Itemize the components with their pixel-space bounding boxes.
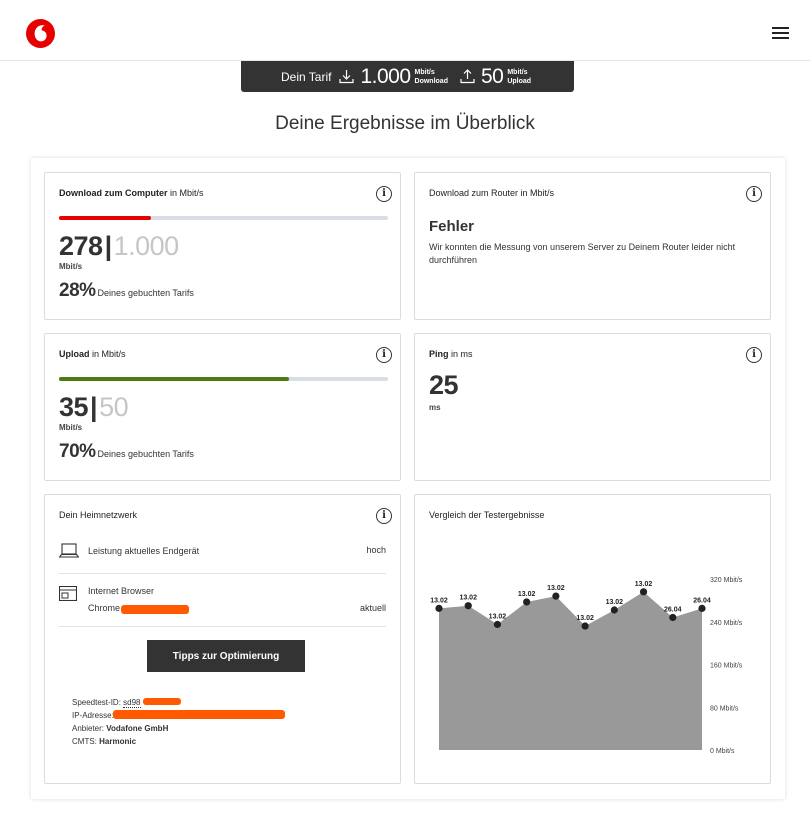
y-tick-label: 0 Mbit/s — [710, 748, 735, 755]
data-label: 13.02 — [518, 591, 536, 598]
optimization-tips-button[interactable]: Tipps zur Optimierung — [147, 640, 305, 672]
tarif-download-value: 1.000 — [360, 64, 411, 88]
data-label: 26.04 — [693, 597, 711, 604]
y-tick-label: 80 Mbit/s — [710, 705, 739, 712]
download-unit: Mbit/s — [59, 262, 83, 271]
browser-row: Internet Browser Chrome aktuell — [59, 584, 386, 616]
divider — [59, 626, 386, 627]
data-label: 13.02 — [576, 615, 594, 622]
y-tick-label: 240 Mbit/s — [710, 620, 743, 627]
redaction-mark — [121, 605, 189, 614]
comparison-chart: 0 Mbit/s 80 Mbit/s 160 Mbit/s 240 Mbit/s 320… — [430, 577, 743, 755]
upload-progress-fill — [59, 377, 290, 381]
info-icon[interactable]: i — [376, 186, 392, 202]
provider: Anbieter: Vodafone GmbH — [72, 724, 169, 733]
data-point — [493, 620, 502, 629]
card-title: Upload in Mbit/s — [59, 349, 126, 359]
tarif-upload-value: 50 — [480, 64, 504, 88]
results-panel: Download zum Computer in Mbit/s i 278|1.… — [31, 158, 785, 799]
data-label: 13.02 — [547, 585, 565, 592]
top-header — [0, 0, 810, 61]
data-point — [464, 602, 472, 610]
browser-label: Internet Browser — [88, 586, 155, 596]
download-progress-fill — [59, 216, 152, 220]
device-label: Leistung aktuelles Endgerät — [88, 546, 200, 556]
divider — [59, 573, 386, 574]
upload-percent: 70% Deines gebuchten Tarifs — [59, 441, 194, 462]
redaction-mark — [113, 710, 285, 719]
data-point — [610, 606, 618, 614]
upload-unit: Mbit/s — [59, 423, 83, 432]
speedtest-id: Speedtest-ID: sd98 — [72, 698, 141, 708]
y-tick-label: 160 Mbit/s — [710, 663, 743, 670]
data-label: 13.02 — [459, 595, 477, 602]
browser-window-icon — [59, 586, 77, 601]
heimnetzwerk-card: Dein Heimnetzwerk i Leistung aktuelles E… — [44, 494, 401, 784]
data-point — [698, 604, 706, 612]
data-point — [639, 588, 648, 596]
card-title: Ping in ms — [429, 349, 473, 359]
data-point — [581, 622, 589, 630]
download-computer-card: Download zum Computer in Mbit/s i 278|1.… — [44, 172, 401, 320]
chart-area — [439, 591, 702, 750]
device-value: hoch — [366, 545, 386, 555]
redaction-mark — [143, 698, 181, 705]
card-title: Download zum Computer in Mbit/s — [59, 188, 204, 198]
data-point — [435, 604, 443, 612]
download-value: 278|1.000 — [59, 231, 179, 261]
upload-card: Upload in Mbit/s i 35|50 Mbit/s 70% Deine… — [44, 333, 401, 481]
info-icon[interactable]: i — [376, 347, 392, 363]
info-icon[interactable]: i — [746, 347, 762, 363]
card-title: Download zum Router in Mbit/s — [429, 188, 555, 198]
comparison-chart-card: Vergleich der Testergebnisse 0 Mbit/s 80 … — [414, 494, 771, 784]
device-row: Leistung aktuelles Endgerät hoch — [59, 541, 386, 561]
error-text: Wir konnten die Messung von unserem Serv… — [429, 242, 736, 265]
download-router-card: Download zum Router in Mbit/s i Fehler W… — [414, 172, 771, 320]
hamburger-menu-icon[interactable] — [772, 27, 789, 40]
tarif-download-unit: Mbit/s Download — [414, 68, 448, 85]
ip-address: IP-Adresse: — [72, 711, 114, 720]
data-point — [523, 598, 531, 606]
browser-name: Chrome — [88, 603, 121, 613]
data-label: 13.02 — [606, 599, 624, 606]
tarif-upload-unit: Mbit/s Upload — [507, 68, 532, 85]
card-title: Dein Heimnetzwerk — [59, 510, 138, 520]
vodafone-logo[interactable] — [26, 19, 55, 48]
upload-value: 35|50 — [59, 392, 129, 422]
cmts: CMTS: Harmonic — [72, 737, 137, 746]
laptop-icon — [59, 543, 79, 558]
error-title: Fehler — [429, 218, 475, 235]
tarif-label: Dein Tarif — [281, 69, 332, 84]
info-icon[interactable]: i — [376, 508, 392, 524]
data-label: 13.02 — [430, 597, 448, 604]
download-progress-track — [59, 216, 388, 220]
download-icon — [339, 70, 355, 84]
ping-card: Ping in ms i 25 ms — [414, 333, 771, 481]
info-icon[interactable]: i — [746, 186, 762, 202]
upload-icon — [460, 69, 475, 84]
upload-progress-track — [59, 377, 388, 381]
data-label: 26.04 — [664, 606, 682, 613]
download-percent: 28% Deines gebuchten Tarifs — [59, 280, 194, 301]
data-point — [552, 592, 560, 600]
card-title: Vergleich der Testergebnisse — [429, 510, 545, 520]
data-point — [669, 613, 677, 622]
y-tick-label: 320 Mbit/s — [710, 577, 743, 584]
page-title: Deine Ergebnisse im Überblick — [275, 113, 535, 134]
ping-value: 25 — [429, 370, 459, 400]
tarif-bar: Dein Tarif 1.000 Mbit/s Download 50 Mbit… — [241, 61, 574, 92]
data-label: 13.02 — [635, 581, 653, 588]
browser-value: aktuell — [359, 603, 386, 613]
ping-unit: ms — [429, 403, 441, 412]
data-label: 13.02 — [489, 613, 507, 620]
